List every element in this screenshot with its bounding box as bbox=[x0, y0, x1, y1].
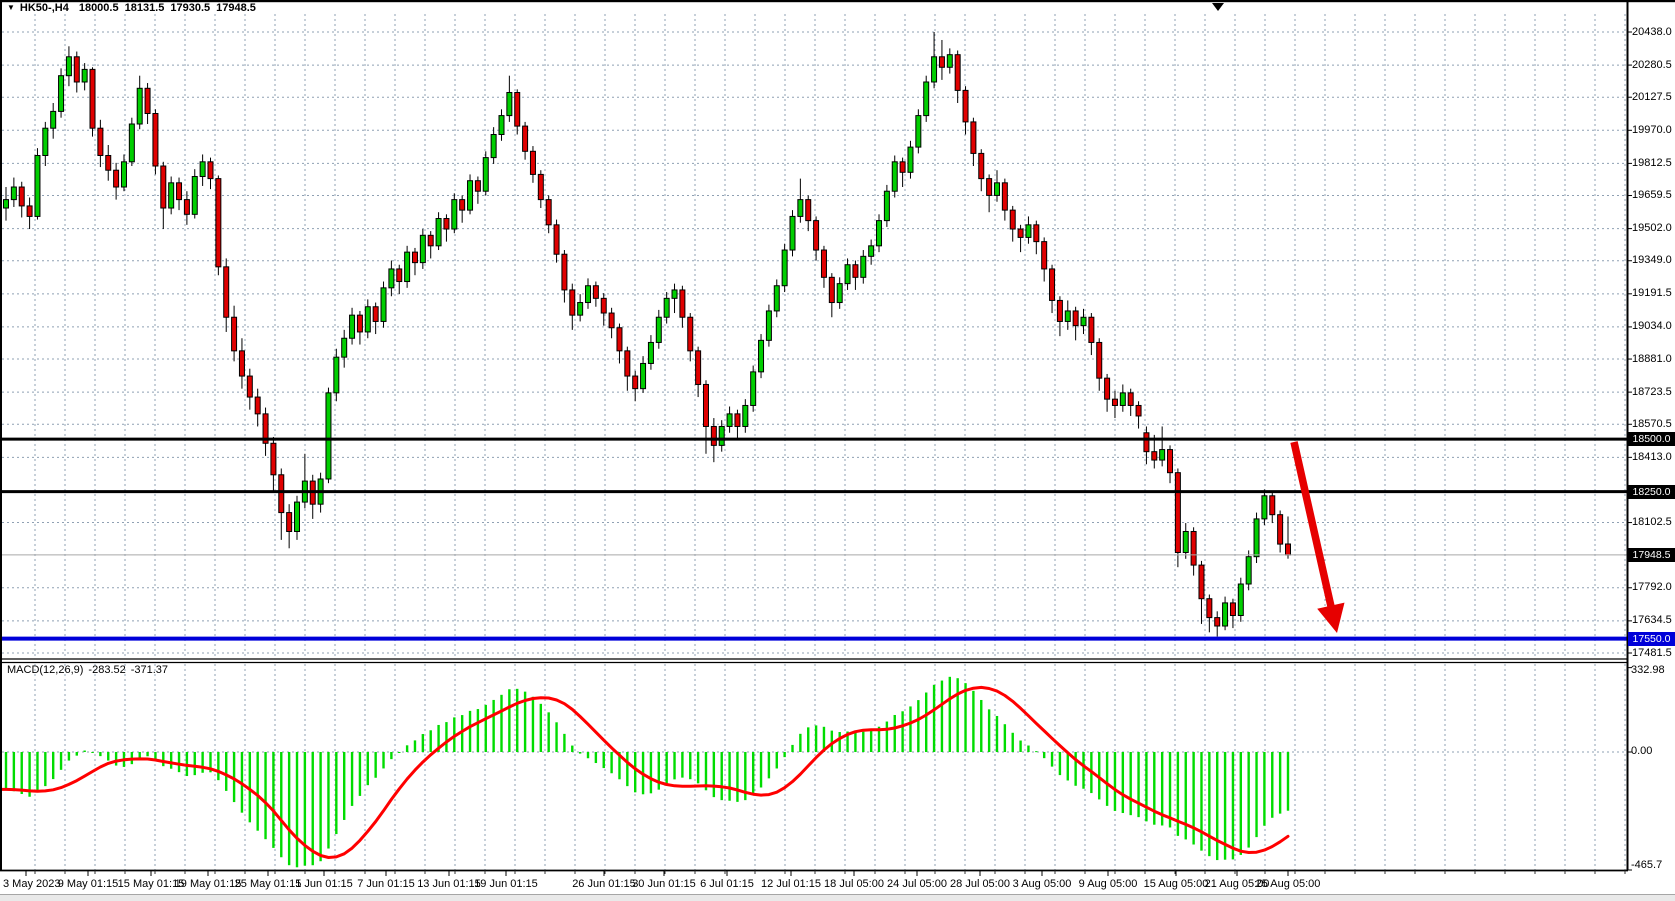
price-axis-label: 19034.0 bbox=[1632, 320, 1672, 333]
hlines-layer bbox=[2, 437, 1627, 641]
grid-layer bbox=[2, 14, 1627, 870]
price-axis-label: 18413.0 bbox=[1632, 450, 1672, 463]
price-tag-18500.0: 18500.0 bbox=[1628, 432, 1675, 447]
price-axis-label: 17481.5 bbox=[1632, 646, 1672, 659]
date-label: 24 Jul 05:00 bbox=[887, 878, 947, 890]
price-axis-label: 19659.5 bbox=[1632, 189, 1672, 202]
price-axis-label: 18570.5 bbox=[1632, 417, 1672, 430]
price-axis-label: 19970.0 bbox=[1632, 123, 1672, 136]
chart-info-row: ▼ HK50-,H4 18000.5 18131.5 17930.5 17948.5 bbox=[7, 2, 262, 14]
date-label: 15 May 01:15 bbox=[117, 878, 185, 890]
price-axis-label: 19349.0 bbox=[1632, 254, 1672, 267]
macd-signal-value: -371.37 bbox=[130, 664, 169, 676]
date-label: 1 Jun 01:15 bbox=[295, 878, 353, 890]
date-label: 7 Jun 01:15 bbox=[357, 878, 415, 890]
price-axis-label: 18881.0 bbox=[1632, 352, 1672, 365]
date-label: 25 Aug 05:00 bbox=[1255, 878, 1321, 890]
ohlc-low: 17930.5 bbox=[170, 2, 211, 14]
date-label: 12 Jul 01:15 bbox=[761, 878, 821, 890]
macd-scale-min: -465.7 bbox=[1631, 859, 1663, 871]
macd-layer bbox=[0, 676, 1290, 868]
window-bottom-edge bbox=[0, 894, 1675, 901]
macd-scale-max: 332.98 bbox=[1631, 663, 1665, 676]
date-label: 30 Jun 01:15 bbox=[632, 878, 696, 890]
macd-scale-zero: 0.00 bbox=[1631, 745, 1653, 757]
date-label: 13 Jun 01:15 bbox=[417, 878, 481, 890]
date-label: 9 May 01:15 bbox=[57, 878, 119, 890]
date-label: 28 Jul 05:00 bbox=[950, 878, 1010, 890]
symbol-dropdown-icon[interactable]: ▼ bbox=[7, 3, 15, 12]
date-label: 19 May 01:15 bbox=[174, 878, 242, 890]
price-axis-label: 20438.0 bbox=[1632, 25, 1672, 38]
price-axis-label: 19812.5 bbox=[1632, 156, 1672, 169]
date-label: 15 Aug 05:00 bbox=[1143, 878, 1209, 890]
macd-signal-line bbox=[0, 685, 1290, 859]
frame-layer bbox=[0, 0, 1675, 876]
date-label: 3 Aug 05:00 bbox=[1012, 878, 1072, 890]
macd-value: -283.52 bbox=[88, 664, 126, 676]
price-axis-label: 18723.5 bbox=[1632, 385, 1672, 398]
price-axis-label: 17792.0 bbox=[1632, 581, 1672, 594]
price-axis-label: 20127.5 bbox=[1632, 90, 1672, 103]
symbol-period-label: HK50-,H4 bbox=[19, 2, 69, 14]
price-tag-17550.0: 17550.0 bbox=[1628, 631, 1675, 646]
date-label: 21 Aug 05:00 bbox=[1204, 878, 1270, 890]
ohlc-open: 18000.5 bbox=[78, 2, 119, 14]
price-axis-label: 19502.0 bbox=[1632, 222, 1672, 235]
current-price-tag: 17948.5 bbox=[1628, 547, 1675, 562]
date-label: 26 Jun 01:15 bbox=[572, 878, 636, 890]
sell-arrow-annotation bbox=[1290, 441, 1345, 633]
date-label: 18 Jul 05:00 bbox=[824, 878, 884, 890]
ohlc-high: 18131.5 bbox=[124, 2, 165, 14]
date-label: 25 May 01:15 bbox=[234, 878, 302, 890]
macd-indicator-name: MACD(12,26,9) bbox=[7, 664, 84, 676]
date-label: 9 Aug 05:00 bbox=[1078, 878, 1138, 890]
date-label: 3 May 2023 bbox=[3, 878, 61, 890]
date-label: 19 Jun 01:15 bbox=[474, 878, 538, 890]
chart-shift-marker-icon[interactable] bbox=[1212, 3, 1224, 11]
price-axis-label: 19191.5 bbox=[1632, 287, 1672, 300]
date-label: 6 Jul 01:15 bbox=[700, 878, 754, 890]
price-tag-18250.0: 18250.0 bbox=[1628, 484, 1675, 499]
ohlc-close: 17948.5 bbox=[216, 2, 256, 14]
price-axis-label: 17634.5 bbox=[1632, 614, 1672, 627]
macd-info-row: MACD(12,26,9) -283.52 -371.37 bbox=[7, 664, 173, 676]
candles-layer bbox=[3, 32, 1291, 637]
price-axis-label: 20280.5 bbox=[1632, 58, 1672, 71]
price-axis-label: 18102.5 bbox=[1632, 516, 1672, 529]
